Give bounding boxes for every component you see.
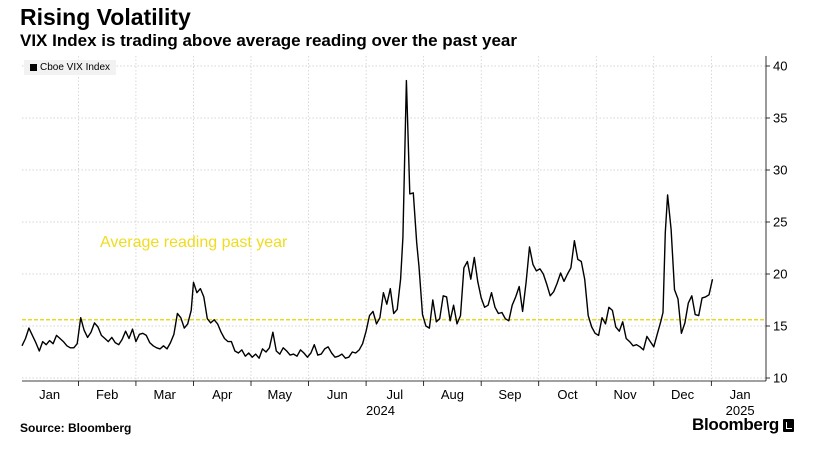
brand-name: Bloomberg bbox=[691, 415, 779, 434]
y-tick-label: 30 bbox=[773, 163, 787, 178]
terminal-icon bbox=[783, 418, 794, 432]
bloomberg-logo: Bloomberg bbox=[692, 415, 794, 435]
y-tick-label: 20 bbox=[773, 267, 787, 282]
x-tick-label: Oct bbox=[557, 387, 578, 402]
x-tick-label: Jul bbox=[387, 387, 404, 402]
x-tick-label: Mar bbox=[154, 387, 177, 402]
source-note: Source: Bloomberg bbox=[20, 421, 132, 435]
chart-subtitle: VIX Index is trading above average readi… bbox=[20, 31, 517, 50]
vix-series-line bbox=[21, 79, 714, 359]
y-tick-label: 25 bbox=[773, 215, 787, 230]
y-tick-label: 40 bbox=[773, 59, 787, 74]
x-tick-label: May bbox=[268, 387, 293, 402]
x-tick-label: Nov bbox=[613, 387, 637, 402]
legend-label: Cboe VIX Index bbox=[40, 62, 111, 73]
y-tick-label: 15 bbox=[773, 319, 787, 334]
x-tick-label: Apr bbox=[212, 387, 233, 402]
legend: Cboe VIX Index bbox=[24, 60, 117, 75]
x-tick-label: Sep bbox=[498, 387, 521, 402]
x-tick-label: Jun bbox=[327, 387, 348, 402]
x-tick-label: Aug bbox=[441, 387, 464, 402]
x-tick-label: Feb bbox=[96, 387, 118, 402]
x-tick-label: Jan bbox=[39, 387, 60, 402]
y-tick-label: 10 bbox=[773, 371, 787, 386]
x-year-label: 2024 bbox=[366, 403, 395, 418]
series-layer bbox=[21, 79, 714, 359]
legend-swatch bbox=[30, 64, 37, 71]
chart-title: Rising Volatility bbox=[20, 4, 191, 30]
grid-layer bbox=[22, 56, 766, 381]
x-year-label: 2025 bbox=[726, 403, 755, 418]
average-label: Average reading past year bbox=[100, 234, 288, 251]
x-tick-label: Dec bbox=[671, 387, 695, 402]
y-tick-label: 35 bbox=[773, 111, 787, 126]
x-tick-label: Jan bbox=[730, 387, 751, 402]
average-layer: Average reading past year bbox=[22, 234, 766, 321]
